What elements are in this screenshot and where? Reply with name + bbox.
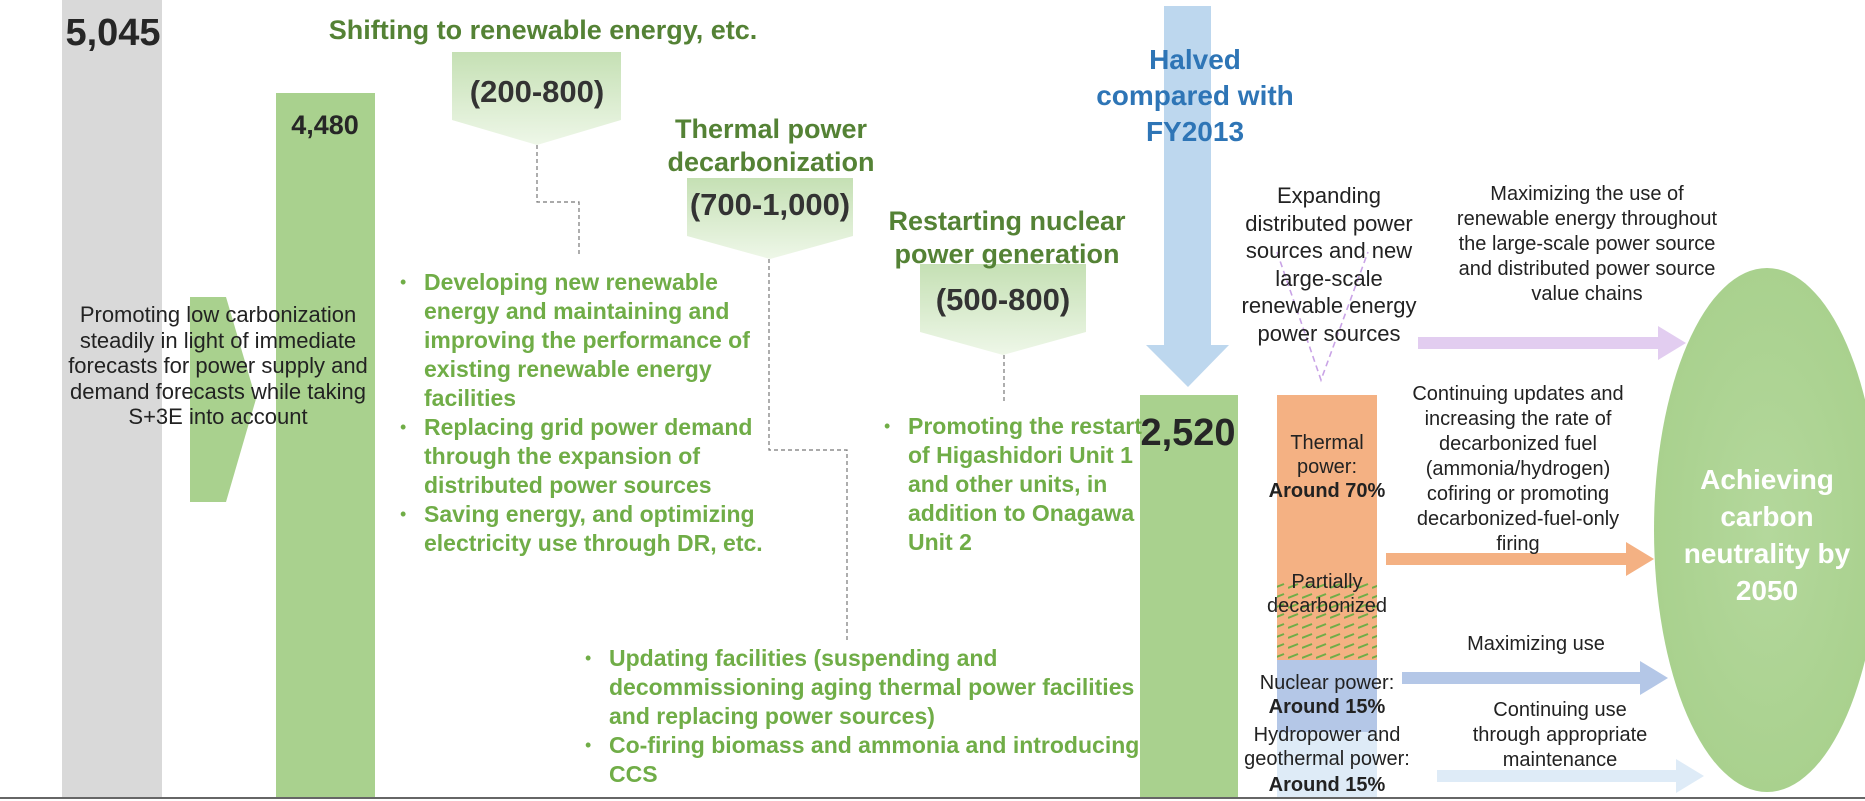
range-box bbox=[452, 52, 621, 145]
bullet-list: Promoting the restart of Higashidori Uni… bbox=[882, 412, 1158, 557]
bullet: Replacing grid power demand through the … bbox=[400, 413, 799, 500]
bullet: Promoting the restart of Higashidori Uni… bbox=[884, 412, 1158, 557]
arrow bbox=[1437, 759, 1704, 793]
thermal-segment bbox=[1277, 395, 1377, 583]
decarbonized-segment bbox=[1277, 583, 1377, 660]
arrow bbox=[1386, 542, 1654, 576]
path-text: Continuing updates and increasing the ra… bbox=[1412, 383, 1624, 555]
dashed-v bbox=[1276, 251, 1369, 383]
bullet: Co-firing biomass and ammonia and introd… bbox=[585, 731, 1149, 789]
measure-range: (500-800) bbox=[935, 282, 1071, 317]
range-box bbox=[687, 178, 853, 259]
bullet: Updating facilities (suspending and deco… bbox=[585, 644, 1149, 731]
bar bbox=[276, 93, 375, 797]
mix-share: Around 15% bbox=[1268, 696, 1386, 718]
bar-label: 5,045 bbox=[65, 12, 161, 54]
left-arrow-text: Promoting low carbonization steadily in … bbox=[68, 302, 368, 429]
connectors bbox=[536, 145, 1005, 642]
bullet: Saving energy, and optimizing electricit… bbox=[400, 500, 799, 558]
path-text: Maximizing the use of renewable energy t… bbox=[1456, 183, 1718, 305]
note: Expanding distributed power sources and … bbox=[1241, 183, 1417, 346]
path-text: Continuing use through appropriate maint… bbox=[1472, 699, 1648, 771]
mix-share: Around 15% bbox=[1268, 774, 1386, 796]
halved-text: Halved compared with FY2013 bbox=[1096, 44, 1294, 147]
range-box bbox=[920, 264, 1086, 355]
nuclear-segment bbox=[1277, 660, 1377, 732]
mix-label: Nuclear power: bbox=[1259, 672, 1395, 694]
measure-title: Shifting to renewable energy, etc. bbox=[328, 15, 758, 45]
arrow bbox=[190, 297, 256, 502]
path-text: Maximizing use bbox=[1467, 633, 1605, 655]
bar bbox=[62, 0, 162, 797]
bullet-list: Updating facilities (suspending and deco… bbox=[583, 644, 1149, 789]
goal-text: Achieving carbon neutrality by 2050 bbox=[1683, 464, 1851, 606]
arrow bbox=[1418, 326, 1686, 360]
down-arrow bbox=[1146, 6, 1229, 387]
bullet-list: Developing new renewable energy and main… bbox=[398, 268, 799, 558]
measure-title: Thermal power decarbonization bbox=[667, 114, 875, 177]
mix-share: Around 70% bbox=[1268, 480, 1386, 502]
arrow bbox=[1402, 661, 1668, 695]
measure-range: (700-1,000) bbox=[689, 187, 851, 222]
goal-ellipse bbox=[1654, 268, 1865, 792]
bar-label: 4,480 bbox=[291, 110, 359, 140]
bullet: Developing new renewable energy and main… bbox=[400, 268, 799, 413]
mix-label: Partially decarbonized bbox=[1266, 571, 1388, 617]
measure-range: (200-800) bbox=[469, 74, 605, 109]
mix-label: Thermal power: bbox=[1290, 432, 1364, 478]
measure-title: Restarting nuclear power generation bbox=[888, 206, 1126, 269]
hydro-segment bbox=[1277, 732, 1377, 797]
mix-label: Hydropower and geothermal power: bbox=[1244, 724, 1410, 770]
